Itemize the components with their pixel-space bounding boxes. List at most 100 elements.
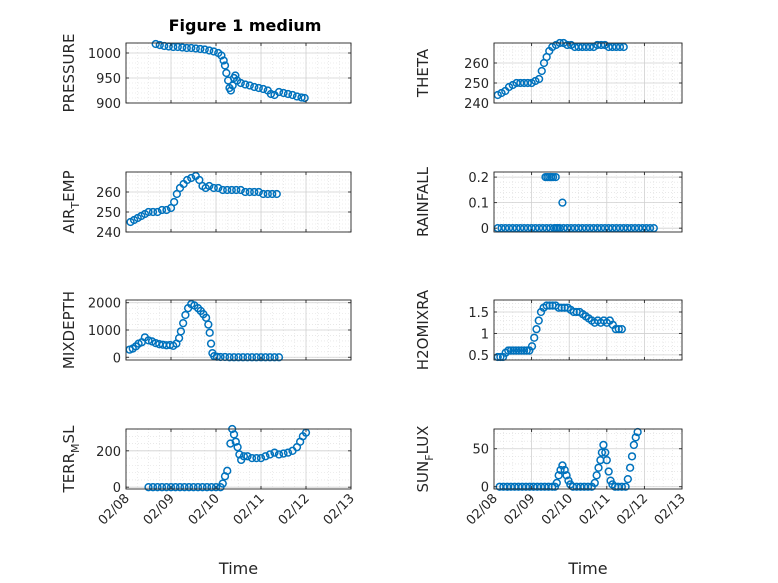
y-axis-label-main: RAINFALL — [414, 166, 432, 237]
y-axis-label-main: MIXDEPTH — [60, 291, 78, 369]
data-point — [170, 197, 179, 207]
y-tick-label: 0 — [481, 222, 489, 237]
axes-box — [493, 171, 683, 233]
data-point — [144, 207, 153, 217]
data-point — [176, 327, 186, 336]
data-point — [583, 482, 593, 491]
data-point — [556, 465, 565, 475]
data-point — [235, 450, 244, 459]
data-point — [268, 189, 277, 199]
data-point — [250, 82, 259, 92]
y-axis-label: MIXDEPTH — [60, 291, 78, 369]
data-point — [169, 42, 178, 52]
data-point — [232, 185, 241, 195]
data-point — [223, 466, 232, 475]
data-point — [182, 43, 191, 53]
y-axis-label-subscript: M — [69, 443, 82, 453]
data-point — [619, 42, 628, 52]
data-point — [506, 346, 516, 355]
axes-box — [125, 42, 352, 104]
data-point — [274, 450, 284, 459]
data-point — [504, 346, 513, 355]
data-point — [226, 439, 235, 448]
data-point — [517, 346, 526, 355]
subplot-2: 240 250 260 THETA — [414, 38, 683, 112]
data-point — [243, 452, 252, 461]
y-axis-label-main: SUN — [414, 461, 432, 493]
y-axis-label-subscript: T — [69, 202, 82, 210]
data-point — [175, 483, 185, 492]
data-point — [545, 301, 554, 310]
data-point — [157, 205, 167, 215]
data-point — [183, 175, 192, 185]
y-axis-label: AIRTEMP — [60, 170, 82, 233]
data-point — [226, 86, 236, 95]
data-point — [209, 47, 218, 56]
data-point — [265, 353, 275, 362]
data-point — [590, 478, 599, 488]
data-point — [554, 303, 563, 312]
data-point — [274, 353, 284, 362]
data-point — [292, 92, 302, 101]
data-point — [184, 483, 194, 492]
y-tick-label: 260 — [464, 57, 489, 72]
data-point — [187, 43, 196, 53]
data-point — [225, 353, 234, 362]
data-point — [229, 430, 239, 439]
data-point — [256, 453, 266, 463]
x-axis-label: Time — [567, 559, 607, 578]
data-point — [153, 483, 162, 492]
data-point — [530, 333, 539, 342]
y-axis-label-main: PRESSURE — [60, 34, 78, 113]
y-tick-label: 240 — [464, 97, 489, 112]
data-point — [205, 328, 214, 337]
x-tick-label: 02/08 — [96, 491, 133, 528]
data-point — [247, 353, 257, 362]
y-tick-label: 250 — [464, 77, 489, 92]
data-point — [245, 187, 254, 197]
data-point — [611, 324, 620, 334]
subplot-1: 900 950 1000 PRESSURE — [60, 34, 352, 113]
subplot-6: 0.5 1 1.5 H2OMIXRA — [414, 289, 683, 370]
data-point — [153, 207, 162, 217]
data-point — [592, 471, 601, 480]
data-point — [259, 189, 268, 199]
data-point — [263, 189, 272, 199]
y-tick-label: 0.2 — [468, 171, 489, 186]
data-point — [245, 81, 254, 90]
data-point — [180, 483, 189, 492]
data-point — [198, 483, 207, 492]
data-point — [629, 440, 639, 450]
data-point — [265, 450, 275, 459]
data-point — [243, 353, 252, 362]
subplot-8: 0 50 SUNFLUX 02/08 02/09 02/10 02/11 02/12 02/13… — [414, 426, 689, 578]
data-point — [171, 483, 180, 492]
y-axis-label: RAINFALL — [414, 166, 432, 237]
y-axis-label-rest: EMP — [60, 170, 78, 201]
data-point — [211, 483, 221, 492]
data-point — [542, 301, 551, 310]
data-point — [625, 463, 635, 472]
y-tick-label: 260 — [96, 186, 121, 201]
data-point — [512, 346, 521, 355]
data-point — [519, 346, 529, 355]
y-axis-label-subscript: F — [423, 454, 436, 460]
data-point — [166, 483, 176, 492]
data-point — [534, 316, 543, 325]
data-point — [270, 353, 279, 362]
data-point — [537, 66, 546, 76]
data-point — [148, 207, 158, 217]
data-point — [228, 81, 237, 90]
data-point — [557, 303, 566, 312]
y-tick-label: 2000 — [88, 297, 121, 312]
data-point — [623, 474, 633, 484]
data-point — [252, 453, 261, 463]
data-point — [252, 353, 261, 362]
data-point — [563, 40, 572, 50]
data-point — [554, 471, 563, 480]
data-point — [266, 89, 276, 99]
data-point — [247, 453, 257, 463]
data-point — [241, 80, 250, 89]
x-tick-label: 02/10 — [186, 491, 223, 528]
